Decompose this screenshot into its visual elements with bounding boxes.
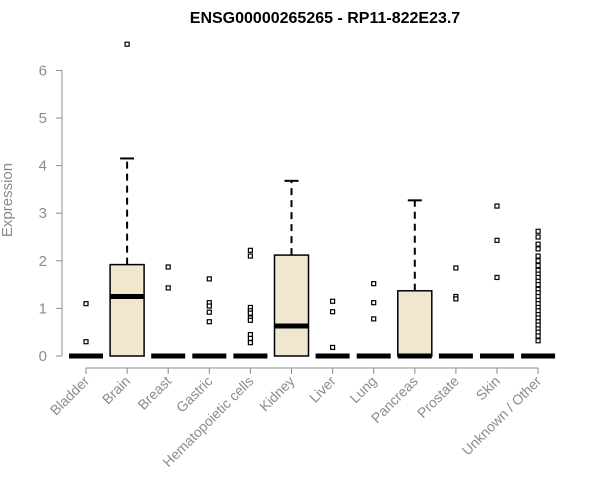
outlier-point (206, 276, 212, 282)
x-tick-label: Brain (99, 373, 133, 407)
outlier-point (535, 246, 541, 252)
outlier-point (494, 203, 500, 209)
box-iqr (273, 254, 310, 357)
outlier-point (330, 298, 336, 304)
x-tick-label: Lung (346, 373, 379, 406)
outlier-point (330, 309, 336, 315)
box-group (521, 228, 556, 359)
y-tick-label: 0 (39, 348, 47, 365)
x-tick-label: Breast (134, 373, 174, 413)
outlier-point (247, 340, 253, 346)
outlier-point (83, 339, 89, 345)
box-group (192, 276, 227, 359)
box-group (273, 179, 310, 357)
outlier-point (165, 285, 171, 291)
y-axis: 0 1 2 3 4 5 6 (39, 62, 63, 365)
box-group (397, 199, 433, 359)
box-group (151, 264, 186, 359)
box-group (356, 281, 391, 359)
outlier-point (535, 228, 541, 234)
outlier-point (494, 274, 500, 281)
outlier-point (453, 265, 459, 271)
y-tick-label: 5 (39, 110, 47, 127)
box-group (315, 298, 350, 359)
outlier-point (206, 319, 212, 325)
outlier-point (247, 317, 253, 323)
y-axis-label: Expression (0, 163, 16, 237)
box-group (438, 265, 473, 359)
outlier-point (371, 300, 377, 306)
outlier-point (247, 247, 253, 253)
y-tick-label: 6 (39, 62, 47, 79)
outlier-point (247, 335, 253, 341)
outlier-point (535, 333, 541, 339)
outlier-point (371, 316, 377, 322)
chart-title: ENSG00000265265 - RP11-822E23.7 (190, 10, 461, 27)
outlier-point (330, 344, 336, 351)
y-tick-label: 2 (39, 253, 47, 270)
outlier-point (453, 296, 459, 302)
outlier-point (494, 237, 500, 243)
box-group (109, 41, 145, 357)
outlier-point (535, 253, 541, 259)
outlier-point (535, 262, 541, 269)
outlier-point (206, 303, 212, 309)
outlier-point (124, 41, 130, 47)
box-group (69, 301, 103, 359)
outlier-point (247, 253, 253, 259)
box-group (480, 203, 514, 359)
outlier-point (535, 258, 541, 264)
outlier-point (535, 282, 541, 288)
x-tick-label: Skin (473, 373, 504, 404)
outlier-point (535, 234, 541, 240)
y-tick-label: 3 (39, 205, 47, 222)
box-iqr (397, 290, 433, 357)
outlier-point (371, 281, 377, 287)
box-group (233, 247, 268, 359)
x-tick-label: Bladder (47, 373, 93, 419)
boxes-layer (69, 41, 556, 359)
box-iqr (109, 263, 145, 357)
y-tick-label: 1 (39, 300, 47, 317)
y-tick-label: 4 (39, 158, 47, 175)
outlier-point (247, 310, 253, 316)
x-tick-label: Kidney (256, 373, 298, 415)
outlier-point (206, 309, 212, 315)
x-tick-label: Liver (306, 373, 339, 406)
outlier-point (535, 338, 541, 344)
x-tick-label: Prostate (414, 373, 462, 421)
outlier-point (535, 241, 541, 247)
outlier-point (83, 301, 89, 307)
outlier-point (165, 264, 171, 270)
